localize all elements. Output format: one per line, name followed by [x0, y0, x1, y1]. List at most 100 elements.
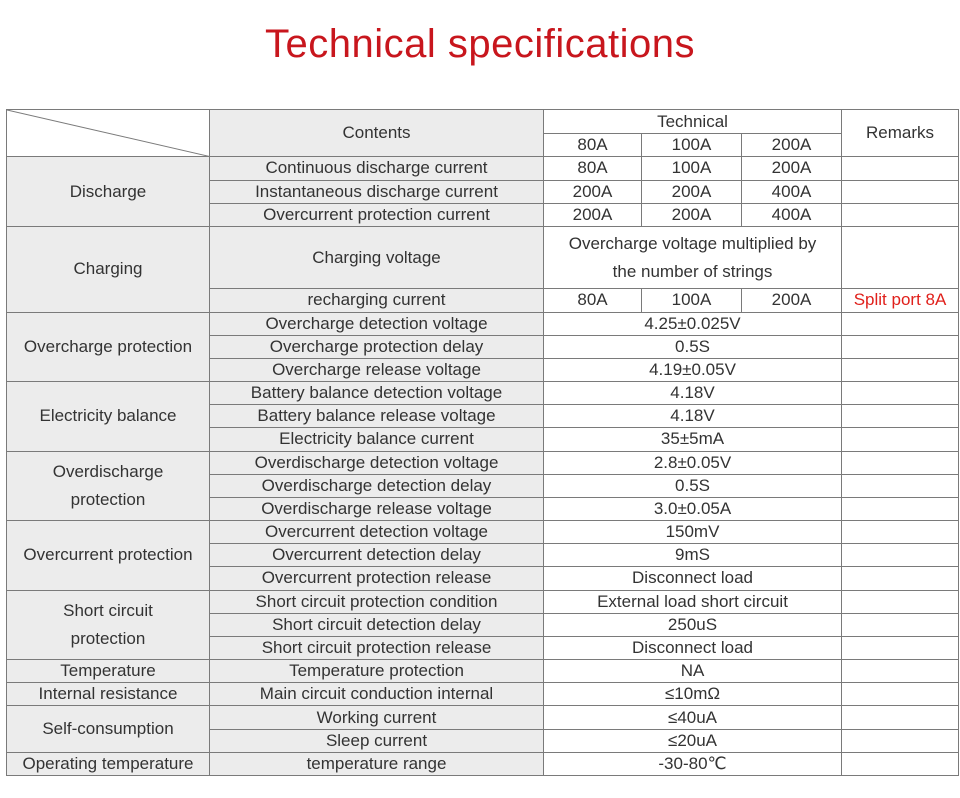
group-label-line: protection — [70, 628, 146, 648]
header-model-200a: 200A — [740, 133, 843, 158]
remark-cell — [841, 612, 960, 637]
item-cell: Battery balance release voltage — [209, 404, 544, 429]
value-cell: 100A — [641, 288, 742, 313]
item-cell: Overcharge release voltage — [209, 357, 544, 383]
header-model-100a: 100A — [641, 133, 742, 158]
value-cell: 150mV — [542, 520, 843, 545]
item-cell: Working current — [209, 705, 544, 730]
item-cell: Overdischarge detection delay — [209, 473, 544, 498]
item-cell: Sleep current — [209, 728, 544, 753]
value-cell: 9mS — [542, 543, 843, 568]
item-cell: Overcharge protection delay — [209, 334, 544, 359]
remark-cell — [841, 202, 960, 227]
value-line: the number of strings — [612, 261, 773, 281]
value-cell: -30-80℃ — [542, 751, 843, 777]
value-cell: 4.25±0.025V — [542, 311, 843, 336]
group-operating-temperature: Operating temperature — [6, 751, 210, 777]
group-label-line: Short circuit — [63, 600, 153, 620]
item-cell: Electricity balance current — [209, 427, 544, 452]
header-technical: Technical — [542, 108, 843, 135]
group-overcurrent: Overcurrent protection — [6, 520, 210, 591]
group-balance: Electricity balance — [6, 381, 210, 452]
remark-cell — [841, 427, 960, 452]
remark-cell: Split port 8A — [841, 288, 960, 313]
remark-cell — [841, 156, 960, 181]
remark-cell — [841, 659, 960, 684]
value-cell: 4.18V — [542, 404, 843, 429]
page-title: Technical specifications — [265, 22, 695, 66]
item-cell: Overcurrent detection voltage — [209, 520, 544, 545]
item-cell: Overcurrent protection release — [209, 566, 544, 591]
value-cell: 200A — [740, 288, 843, 313]
remark-cell — [841, 381, 960, 406]
value-cell: 200A — [641, 202, 742, 227]
remark-cell — [841, 728, 960, 753]
remark-cell — [841, 566, 960, 591]
value-cell: 80A — [543, 156, 642, 181]
value-cell: 4.18V — [542, 381, 843, 406]
remark-cell — [841, 751, 960, 777]
item-cell: Temperature protection — [209, 659, 544, 684]
item-cell: Overcharge detection voltage — [209, 311, 544, 336]
diagonal-line — [7, 110, 209, 156]
value-cell: External load short circuit — [542, 589, 843, 614]
item-cell: Battery balance detection voltage — [209, 381, 544, 406]
item-cell: Overdischarge release voltage — [209, 496, 544, 522]
remark-cell — [841, 357, 960, 383]
value-cell: 250uS — [542, 612, 843, 637]
value-cell: ≤10mΩ — [542, 682, 843, 707]
group-discharge: Discharge — [6, 156, 210, 227]
value-cell: 2.8±0.05V — [542, 450, 843, 475]
remark-cell — [841, 311, 960, 336]
remark-cell — [841, 682, 960, 707]
value-cell: Disconnect load — [542, 635, 843, 661]
value-cell: 200A — [740, 156, 843, 181]
header-model-80a: 80A — [543, 133, 642, 158]
item-cell: Overdischarge detection voltage — [209, 450, 544, 475]
remark-cell — [841, 496, 960, 522]
group-internal-resistance: Internal resistance — [6, 682, 210, 707]
item-cell: Charging voltage — [209, 225, 544, 290]
group-short-circuit: Short circuit protection — [6, 589, 210, 661]
group-label-line: Overdischarge — [52, 461, 164, 481]
value-cell: 100A — [641, 156, 742, 181]
item-cell: recharging current — [209, 288, 544, 313]
remark-cell — [841, 589, 960, 614]
remark-cell — [841, 404, 960, 429]
item-cell: Short circuit protection release — [209, 635, 544, 661]
value-cell: 200A — [641, 179, 742, 204]
value-cell: 80A — [543, 288, 642, 313]
value-cell: ≤40uA — [542, 705, 843, 730]
value-cell: 0.5S — [542, 473, 843, 498]
value-cell: 400A — [740, 202, 843, 227]
value-cell: 0.5S — [542, 334, 843, 359]
item-cell: Main circuit conduction internal — [209, 682, 544, 707]
header-remarks: Remarks — [841, 108, 960, 158]
value-cell: Overcharge voltage multiplied by the num… — [542, 225, 843, 290]
item-cell: Instantaneous discharge current — [209, 179, 544, 204]
group-temperature: Temperature — [6, 659, 210, 684]
remark-cell — [841, 450, 960, 475]
remark-cell — [841, 520, 960, 545]
header-contents: Contents — [209, 108, 544, 158]
value-cell: ≤20uA — [542, 728, 843, 753]
value-cell: 35±5mA — [542, 427, 843, 452]
remark-cell — [841, 543, 960, 568]
value-cell: 3.0±0.05A — [542, 496, 843, 522]
item-cell: Continuous discharge current — [209, 156, 544, 181]
group-overdischarge: Overdischarge protection — [6, 450, 210, 522]
item-cell: temperature range — [209, 751, 544, 777]
value-cell: 200A — [543, 179, 642, 204]
spec-table: Contents Technical Remarks 80A 100A 200A… — [6, 108, 960, 777]
remark-cell — [841, 473, 960, 498]
item-cell: Overcurrent detection delay — [209, 543, 544, 568]
group-charging: Charging — [6, 225, 210, 313]
remark-cell — [841, 334, 960, 359]
item-cell: Overcurrent protection current — [209, 202, 544, 227]
remark-cell — [841, 705, 960, 730]
group-label-line: protection — [70, 489, 146, 509]
value-line: Overcharge voltage multiplied by — [568, 233, 817, 253]
group-overcharge: Overcharge protection — [6, 311, 210, 383]
remark-cell — [841, 225, 960, 290]
item-cell: Short circuit protection condition — [209, 589, 544, 614]
